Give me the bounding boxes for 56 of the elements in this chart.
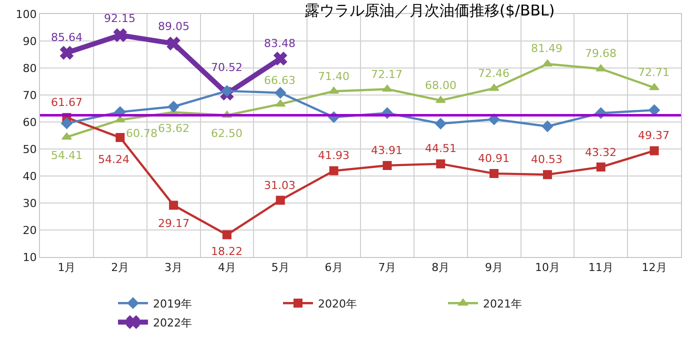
data-label: 41.93 bbox=[318, 149, 350, 162]
legend-label: 2021年 bbox=[483, 297, 522, 310]
x-tick-label: 12月 bbox=[642, 261, 667, 274]
data-label: 83.48 bbox=[264, 37, 296, 50]
y-tick-label: 70 bbox=[22, 88, 37, 102]
data-label: 61.67 bbox=[51, 96, 82, 109]
data-label: 71.40 bbox=[318, 70, 350, 83]
x-tick-label: 1月 bbox=[58, 261, 76, 274]
x-tick-label: 4月 bbox=[218, 261, 236, 274]
data-label: 43.32 bbox=[585, 146, 616, 159]
y-tick-label: 60 bbox=[22, 116, 37, 129]
data-label: 44.51 bbox=[425, 142, 456, 155]
data-label: 72.17 bbox=[371, 68, 402, 81]
data-label: 70.52 bbox=[211, 61, 242, 74]
data-label: 79.68 bbox=[585, 47, 616, 60]
data-label: 66.63 bbox=[264, 74, 296, 87]
data-label: 68.00 bbox=[425, 79, 456, 92]
data-label: 54.24 bbox=[98, 153, 130, 166]
y-tick-label: 80 bbox=[22, 62, 37, 75]
x-tick-label: 9月 bbox=[485, 261, 504, 274]
data-label: 31.03 bbox=[264, 179, 296, 192]
x-tick-label: 5月 bbox=[271, 261, 290, 274]
y-tick-label: 90 bbox=[22, 34, 37, 48]
data-label: 43.91 bbox=[371, 144, 402, 157]
data-label: 54.41 bbox=[51, 149, 82, 162]
x-tick-label: 11月 bbox=[588, 261, 614, 274]
data-label: 92.15 bbox=[104, 12, 136, 25]
data-label: 62.50 bbox=[211, 127, 242, 140]
x-tick-label: 7月 bbox=[378, 261, 396, 274]
data-label: 72.71 bbox=[638, 66, 670, 79]
x-tick-label: 3月 bbox=[164, 261, 183, 274]
data-label: 49.37 bbox=[638, 129, 670, 142]
data-label: 89.05 bbox=[158, 20, 190, 33]
y-tick-label: 10 bbox=[22, 250, 37, 264]
data-label: 40.53 bbox=[531, 153, 562, 166]
data-label: 60.78 bbox=[126, 127, 158, 140]
data-label: 18.22 bbox=[211, 245, 242, 258]
y-tick-label: 40 bbox=[22, 170, 37, 183]
y-tick-label: 20 bbox=[22, 224, 37, 237]
legend-label: 2022年 bbox=[153, 316, 192, 330]
data-label: 72.46 bbox=[478, 67, 510, 80]
x-tick-label: 8月 bbox=[432, 261, 450, 274]
x-tick-label: 6月 bbox=[324, 261, 343, 274]
legend-label: 2019年 bbox=[153, 297, 192, 310]
y-tick-label: 30 bbox=[22, 196, 37, 210]
chart-title: 露ウラル原油／月次油価推移($/BBL) bbox=[304, 2, 555, 20]
data-label: 63.62 bbox=[158, 122, 190, 135]
x-tick-label: 10月 bbox=[534, 261, 560, 274]
data-label: 29.17 bbox=[158, 217, 190, 230]
data-label: 81.49 bbox=[531, 42, 562, 55]
y-tick-label: 100 bbox=[16, 8, 37, 21]
data-label: 85.64 bbox=[51, 31, 82, 44]
y-tick-label: 50 bbox=[22, 142, 37, 156]
legend-label: 2020年 bbox=[318, 297, 357, 310]
data-label: 40.91 bbox=[478, 152, 510, 165]
x-tick-label: 2月 bbox=[111, 261, 130, 274]
